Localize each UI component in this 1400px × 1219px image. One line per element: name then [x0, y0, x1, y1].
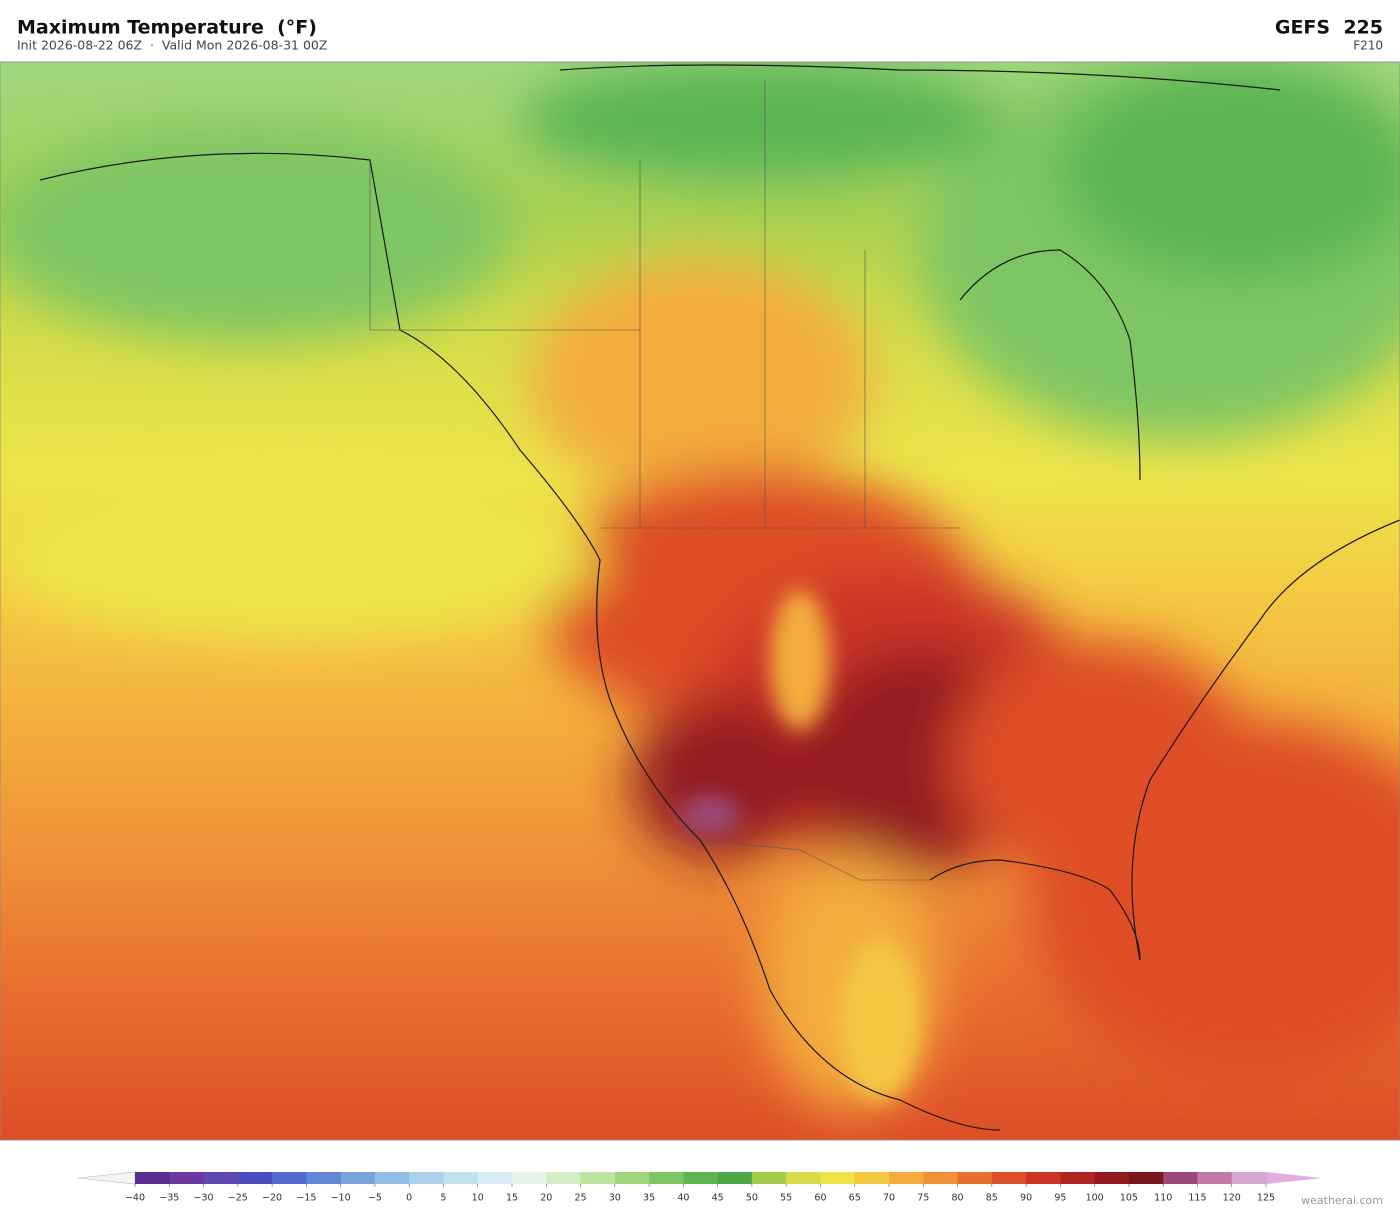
colorbar-swatch: [135, 1172, 170, 1184]
colorbar-swatch: [923, 1172, 959, 1184]
colorbar-over: [1266, 1172, 1322, 1184]
colorbar-swatch: [614, 1172, 650, 1184]
colorbar: −40 −35 −30 −25 −20 −15 −10 −5 0 5 10 15 20 25 30 35 40 4…: [77, 1171, 1322, 1204]
colorbar-label: −25: [228, 1193, 248, 1204]
colorbar-label: −40: [125, 1193, 145, 1204]
colorbar-label: 75: [917, 1193, 929, 1204]
colorbar-label: 65: [849, 1193, 861, 1204]
colorbar-swatch: [649, 1172, 684, 1184]
colorbar-swatch: [1163, 1172, 1198, 1184]
subtitle: Init 2026-08-22 06Z · Valid Mon 2026-08-…: [17, 38, 327, 53]
colorbar-label: 15: [506, 1193, 518, 1204]
colorbar-label: −35: [159, 1193, 179, 1204]
colorbar-label: 40: [677, 1193, 689, 1204]
colorbar-label: 100: [1086, 1193, 1104, 1204]
colorbar-label: 80: [951, 1193, 963, 1204]
colorbar-label: 105: [1120, 1193, 1138, 1204]
colorbar-swatch: [443, 1172, 479, 1184]
colorbar-label: 35: [643, 1193, 655, 1204]
colorbar-swatch: [1128, 1172, 1164, 1184]
colorbar-swatch: [512, 1172, 547, 1184]
colorbar-swatch: [820, 1172, 856, 1184]
colorbar-label: −30: [194, 1193, 214, 1204]
colorbar-swatch: [169, 1172, 205, 1184]
colorbar-swatch: [272, 1172, 307, 1184]
colorbar-label: 110: [1154, 1193, 1172, 1204]
forecast-hour: F210: [1353, 39, 1383, 53]
colorbar-swatch: [1026, 1172, 1061, 1184]
colorbar-swatch: [683, 1172, 719, 1184]
colorbar-label: 50: [746, 1193, 758, 1204]
colorbar-swatch: [1060, 1172, 1096, 1184]
colorbar-swatch: [957, 1172, 993, 1184]
colorbar-label: 125: [1257, 1193, 1275, 1204]
colorbar-label: 85: [986, 1193, 998, 1204]
colorbar-label: 90: [1020, 1193, 1032, 1204]
colorbar-swatch: [786, 1172, 821, 1184]
colorbar-label: −20: [262, 1193, 282, 1204]
colorbar-swatch: [546, 1172, 582, 1184]
colorbar-label: 120: [1223, 1193, 1241, 1204]
colorbar-label: 25: [574, 1193, 586, 1204]
colorbar-label: 45: [712, 1193, 724, 1204]
colorbar-label: 60: [814, 1193, 826, 1204]
colorbar-swatch: [203, 1172, 239, 1184]
colorbar-label: 20: [540, 1193, 552, 1204]
title: Maximum Temperature (°F): [17, 17, 317, 39]
colorbar-label: 55: [780, 1193, 792, 1204]
colorbar-swatch: [1094, 1172, 1130, 1184]
colorbar-swatch: [854, 1172, 890, 1184]
colorbar-swatch: [237, 1172, 273, 1184]
colorbar-swatch: [991, 1172, 1027, 1184]
colorbar-label: −10: [331, 1193, 351, 1204]
colorbar-label: −5: [368, 1193, 382, 1204]
colorbar-label: 10: [472, 1193, 484, 1204]
colorbar-label: 5: [440, 1193, 446, 1204]
colorbar-label: 0: [406, 1193, 412, 1204]
colorbar-label: 115: [1188, 1193, 1206, 1204]
watermark: weatherai.com: [1301, 1194, 1383, 1207]
colorbar-label: 95: [1054, 1193, 1066, 1204]
colorbar-swatch: [477, 1172, 513, 1184]
model-label: GEFS 225: [1275, 17, 1383, 39]
colorbar-swatch: [889, 1172, 924, 1184]
colorbar-swatch: [306, 1172, 342, 1184]
colorbar-under: [77, 1171, 136, 1185]
colorbar-swatch: [409, 1172, 444, 1184]
colorbar-swatch: [580, 1172, 616, 1184]
colorbar-swatch: [374, 1172, 410, 1184]
colorbar-swatch: [751, 1172, 787, 1184]
colorbar-swatch: [340, 1172, 376, 1184]
colorbar-swatch: [717, 1172, 753, 1184]
colorbar-swatch: [1197, 1172, 1233, 1184]
map: [0, 62, 1400, 1140]
colorbar-label: 70: [883, 1193, 895, 1204]
colorbar-label: 30: [609, 1193, 621, 1204]
colorbar-swatch: [1231, 1172, 1267, 1184]
colorbar-label: −15: [296, 1193, 316, 1204]
